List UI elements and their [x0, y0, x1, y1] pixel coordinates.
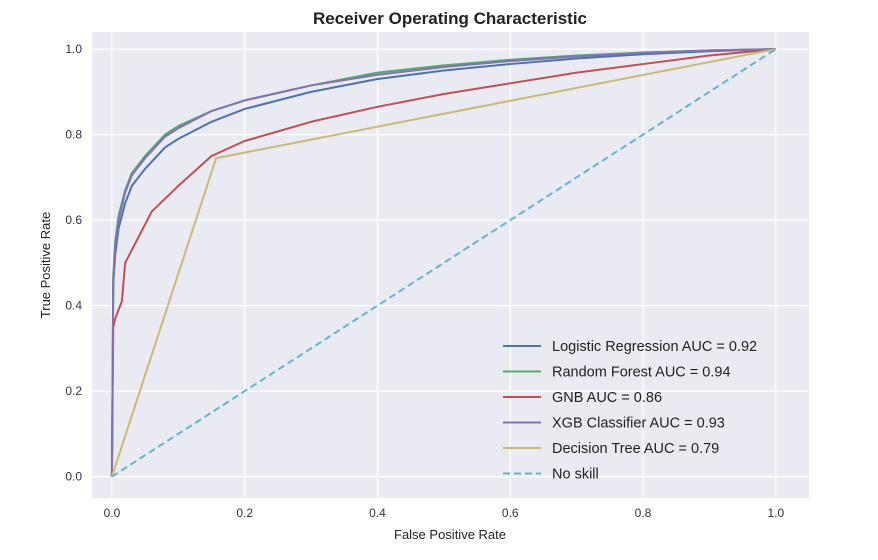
grid-lines — [92, 32, 809, 498]
legend-label: Decision Tree AUC = 0.79 — [552, 441, 719, 457]
y-tick-label: 0.4 — [65, 299, 82, 313]
legend-label: Logistic Regression AUC = 0.92 — [552, 339, 757, 355]
x-tick-label: 0.0 — [104, 506, 121, 520]
y-tick-label: 0.8 — [65, 128, 82, 142]
x-tick-labels: 0.0 0.2 0.4 0.6 0.8 1.0 — [104, 506, 785, 520]
legend-label: GNB AUC = 0.86 — [552, 390, 662, 406]
x-tick-label: 0.4 — [369, 506, 386, 520]
plot-background — [92, 32, 809, 498]
series-line — [110, 48, 777, 477]
y-tick-label: 0.6 — [65, 213, 82, 227]
series-line — [110, 48, 776, 477]
series-lines — [110, 48, 777, 478]
legend: Logistic Regression AUC = 0.92 Random For… — [503, 339, 757, 483]
x-tick-label: 0.8 — [635, 506, 652, 520]
series-line — [110, 48, 776, 477]
legend-label: No skill — [552, 467, 599, 483]
y-tick-label: 0.2 — [65, 384, 82, 398]
x-tick-label: 0.2 — [236, 506, 253, 520]
legend-label: XGB Classifier AUC = 0.93 — [552, 416, 725, 432]
x-tick-label: 0.6 — [502, 506, 519, 520]
chart-title: Receiver Operating Characteristic — [313, 9, 587, 28]
legend-label: Random Forest AUC = 0.94 — [552, 365, 731, 381]
x-axis-label: False Positive Rate — [394, 527, 506, 542]
y-tick-label: 1.0 — [65, 42, 82, 56]
y-axis-label: True Positive Rate — [38, 212, 53, 318]
x-tick-label: 1.0 — [767, 506, 784, 520]
y-tick-label: 0.0 — [65, 470, 82, 484]
series-line — [110, 48, 776, 477]
y-tick-labels: 0.0 0.2 0.4 0.6 0.8 1.0 — [65, 42, 82, 484]
